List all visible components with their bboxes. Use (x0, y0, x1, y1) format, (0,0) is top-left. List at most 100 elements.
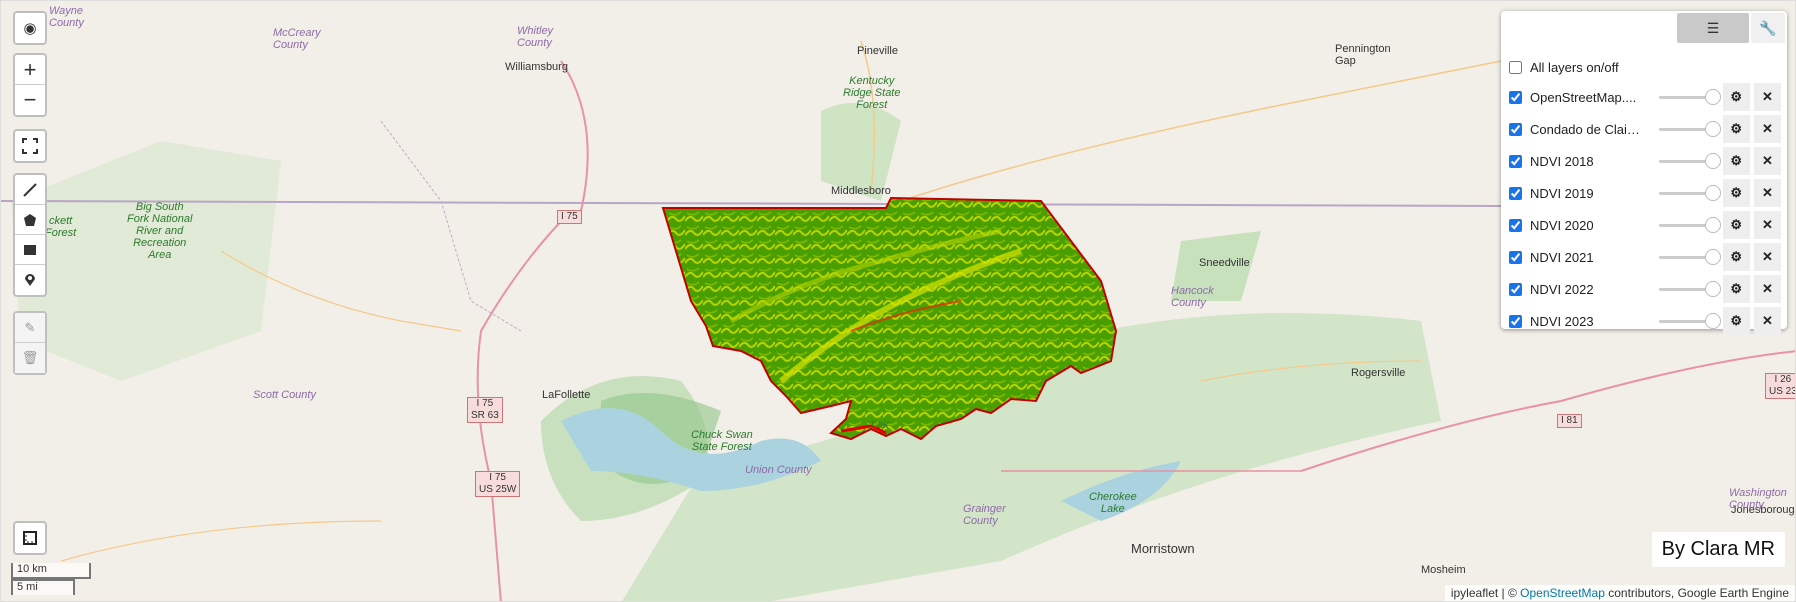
opacity-slider[interactable] (1658, 185, 1721, 201)
draw-toolbar (13, 173, 47, 297)
zoom-in-button[interactable]: + (15, 55, 45, 85)
opacity-knob[interactable] (1704, 217, 1721, 233)
road-shield-i26: I 26 US 23 (1765, 373, 1795, 399)
gear-icon[interactable]: ⚙ (1722, 179, 1750, 207)
layer-checkbox[interactable] (1509, 90, 1522, 104)
gear-icon[interactable]: ⚙ (1722, 307, 1750, 335)
place-mosheim: Mosheim (1421, 564, 1466, 576)
opacity-slider[interactable] (1658, 281, 1721, 297)
edit-icon[interactable]: ✎ (15, 313, 45, 343)
opacity-slider[interactable] (1658, 249, 1721, 265)
place-williamsburg: Williamsburg (505, 61, 568, 73)
polyline-icon[interactable] (15, 175, 45, 205)
layer-checkbox[interactable] (1509, 154, 1522, 168)
scale-km: 10 km (11, 563, 91, 579)
place-pickett: ckett Forest (45, 215, 77, 239)
layer-name: NDVI 2018 (1530, 153, 1594, 169)
globe-control[interactable]: ◉ (13, 11, 47, 45)
ruler-icon[interactable] (15, 523, 45, 553)
gear-icon[interactable]: ⚙ (1722, 211, 1750, 239)
all-layers-row: All layers on/off (1507, 51, 1781, 83)
road-shield-i75a: I 75 (557, 210, 582, 224)
place-hancock: Hancock County (1171, 285, 1214, 309)
rectangle-icon[interactable] (15, 235, 45, 265)
layer-checkbox[interactable] (1509, 218, 1522, 232)
gear-icon[interactable]: ⚙ (1722, 83, 1750, 111)
opacity-knob[interactable] (1704, 281, 1721, 297)
close-icon[interactable]: ✕ (1753, 243, 1781, 271)
all-layers-label: All layers on/off (1530, 59, 1619, 75)
opacity-slider[interactable] (1658, 89, 1721, 105)
opacity-slider[interactable] (1658, 217, 1721, 233)
layer-name: OpenStreetMap.... (1530, 89, 1637, 105)
place-middlesboro: Middlesboro (831, 185, 891, 197)
gear-icon[interactable]: ⚙ (1722, 115, 1750, 143)
layer-name: NDVI 2021 (1530, 249, 1594, 265)
place-bigsouth: Big South Fork National River and Recrea… (127, 201, 193, 261)
opacity-slider[interactable] (1658, 313, 1721, 329)
close-icon[interactable]: ✕ (1753, 115, 1781, 143)
place-pennington: Pennington Gap (1335, 43, 1391, 67)
globe-icon[interactable]: ◉ (23, 20, 37, 37)
zoom-out-button[interactable]: − (23, 87, 37, 112)
layer-name: NDVI 2020 (1530, 217, 1594, 233)
all-layers-checkbox[interactable] (1509, 60, 1522, 74)
close-icon[interactable]: ✕ (1753, 83, 1781, 111)
layer-checkbox[interactable] (1509, 314, 1522, 328)
layer-row: OpenStreetMap.... ⚙ ✕ (1507, 81, 1781, 113)
edit-toolbar: ✎ 🗑 (13, 311, 47, 375)
place-cherokee: Cherokee Lake (1089, 491, 1137, 515)
close-icon[interactable]: ✕ (1753, 275, 1781, 303)
opacity-knob[interactable] (1704, 249, 1721, 265)
close-icon[interactable]: ✕ (1753, 147, 1781, 175)
place-kentucky: Kentucky Ridge State Forest (843, 75, 901, 111)
layer-checkbox[interactable] (1509, 122, 1522, 136)
gear-icon[interactable]: ⚙ (1722, 147, 1750, 175)
opacity-knob[interactable] (1704, 89, 1721, 105)
layer-name: NDVI 2019 (1530, 185, 1594, 201)
place-union: Union County (745, 464, 812, 476)
scale-mi: 5 mi (11, 579, 75, 595)
trash-icon[interactable]: 🗑 (15, 343, 45, 373)
place-sneedville: Sneedville (1199, 257, 1250, 269)
place-rogersville: Rogersville (1351, 367, 1406, 379)
opacity-knob[interactable] (1704, 121, 1721, 137)
marker-icon[interactable] (15, 265, 45, 295)
place-chuck: Chuck Swan State Forest (691, 429, 753, 453)
road-shield-i75c: I 75 US 25W (475, 471, 521, 497)
place-grainger: Grainger County (963, 503, 1006, 527)
polygon-icon[interactable] (15, 205, 45, 235)
close-icon[interactable]: ✕ (1753, 307, 1781, 335)
layer-row: NDVI 2021 ⚙ ✕ (1507, 241, 1781, 273)
place-lake: Lak (871, 419, 889, 431)
attribution-prefix: ipyleaflet | © (1450, 586, 1521, 600)
opacity-knob[interactable] (1704, 185, 1721, 201)
fullscreen-icon[interactable] (15, 131, 45, 161)
layer-checkbox[interactable] (1509, 250, 1522, 264)
opacity-slider[interactable] (1658, 153, 1721, 169)
gear-icon[interactable]: ⚙ (1722, 275, 1750, 303)
attribution: ipyleaflet | © OpenStreetMap contributor… (1444, 585, 1795, 601)
place-morristown: Morristown (1131, 541, 1195, 556)
opacity-knob[interactable] (1704, 313, 1721, 329)
layer-checkbox[interactable] (1509, 186, 1522, 200)
opacity-slider[interactable] (1658, 121, 1721, 137)
gear-icon[interactable]: ⚙ (1722, 243, 1750, 271)
osm-link[interactable]: OpenStreetMap (1520, 586, 1605, 600)
wrench-icon[interactable]: 🔧 (1751, 13, 1785, 43)
layers-icon[interactable]: ☰ (1677, 13, 1749, 43)
close-icon[interactable]: ✕ (1753, 179, 1781, 207)
fullscreen-control[interactable] (13, 129, 47, 163)
road-shield-i81: I 81 (1557, 414, 1582, 428)
layer-row: NDVI 2019 ⚙ ✕ (1507, 177, 1781, 209)
attribution-suffix: contributors, Google Earth Engine (1604, 586, 1789, 600)
layer-row: Condado de Claib... ⚙ ✕ (1507, 113, 1781, 145)
place-jonesborough: Jonesborough (1731, 504, 1796, 516)
opacity-knob[interactable] (1704, 153, 1721, 169)
layer-row: NDVI 2022 ⚙ ✕ (1507, 273, 1781, 305)
layer-name: NDVI 2023 (1530, 313, 1594, 329)
close-icon[interactable]: ✕ (1753, 211, 1781, 239)
measure-control[interactable] (13, 521, 47, 555)
layer-checkbox[interactable] (1509, 282, 1522, 296)
